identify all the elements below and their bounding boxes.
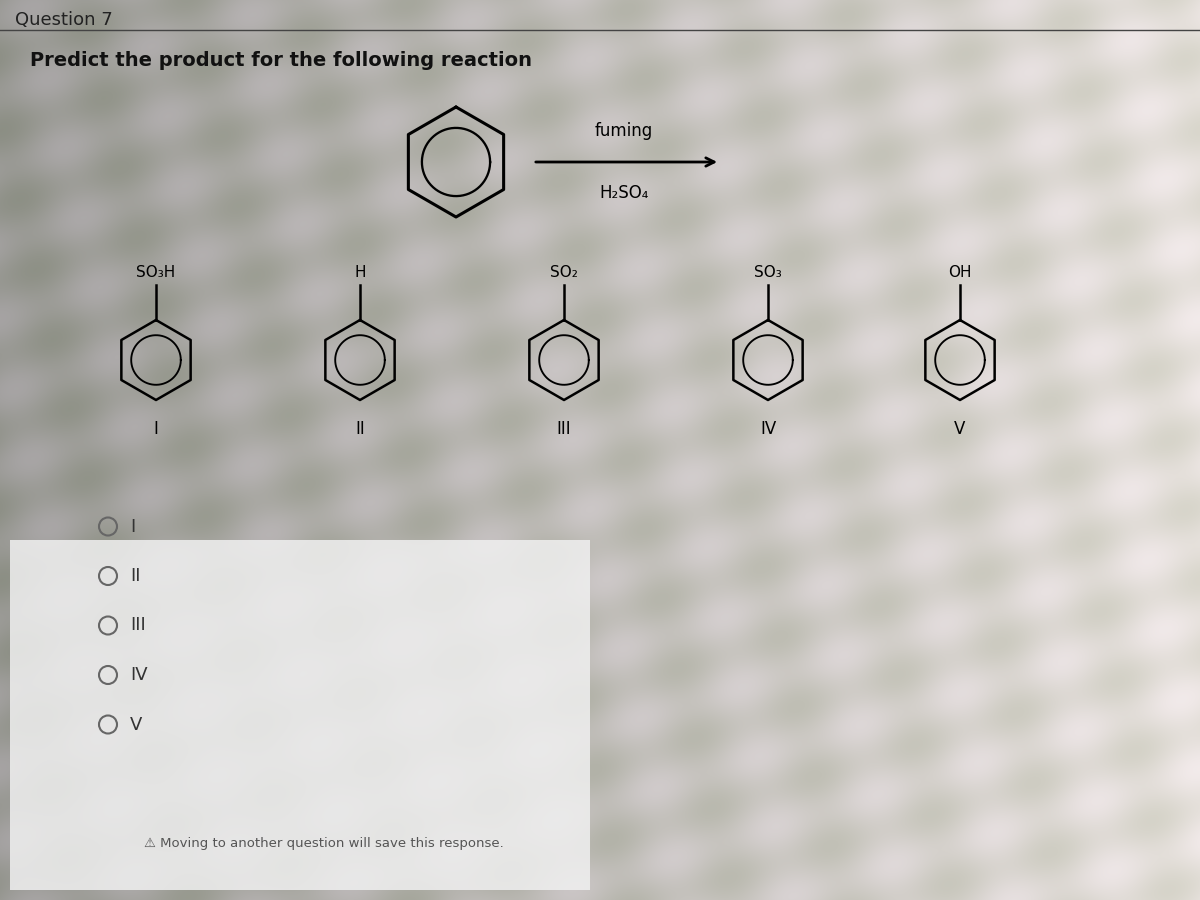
Text: Question 7: Question 7 [14,11,113,29]
Text: V: V [954,420,966,438]
Text: SO₂: SO₂ [550,265,578,280]
Text: SO₃: SO₃ [754,265,782,280]
Text: I: I [130,518,136,536]
Text: IV: IV [760,420,776,438]
Text: III: III [557,420,571,438]
Text: II: II [130,567,140,585]
Text: II: II [355,420,365,438]
Text: IV: IV [130,666,148,684]
Text: III: III [130,616,145,634]
Text: V: V [130,716,143,733]
Text: ⚠ Moving to another question will save this response.: ⚠ Moving to another question will save t… [144,838,504,850]
Text: fuming: fuming [595,122,653,140]
FancyBboxPatch shape [10,540,590,890]
Text: SO₃H: SO₃H [137,265,175,280]
Text: OH: OH [948,265,972,280]
Text: Predict the product for the following reaction: Predict the product for the following re… [30,50,532,69]
Text: I: I [154,420,158,438]
Text: H₂SO₄: H₂SO₄ [599,184,649,202]
Text: H: H [354,265,366,280]
